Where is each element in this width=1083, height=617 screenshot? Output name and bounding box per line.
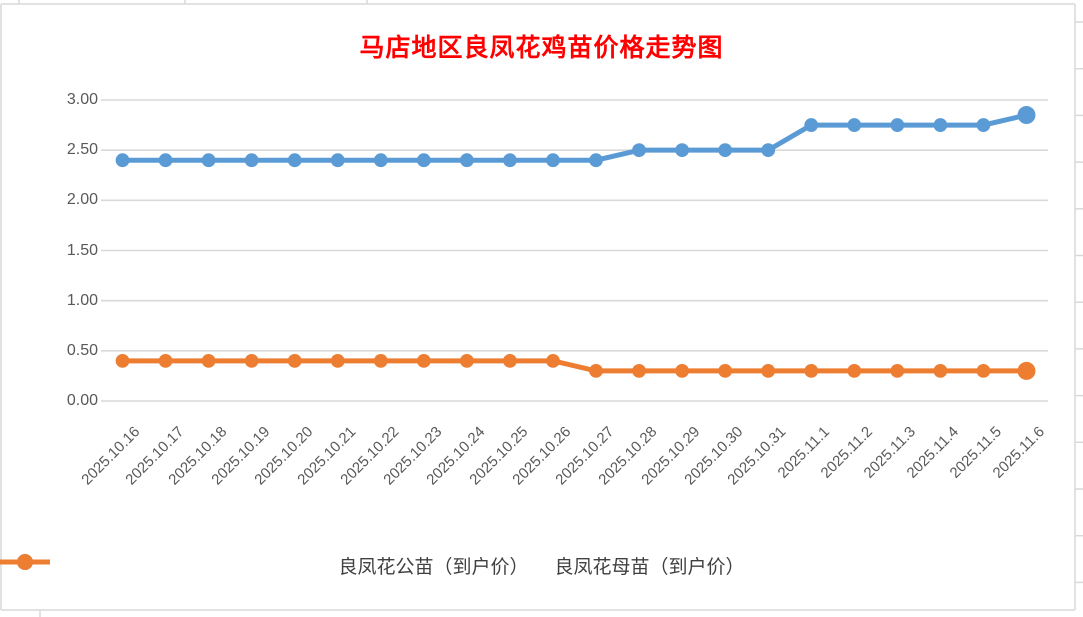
y-tick-label: 2.50 <box>66 141 98 159</box>
chart-title: 马店地区良凤花鸡苗价格走势图 <box>359 33 724 62</box>
chart-legend: 良凤花公苗（到户价） 良凤花母苗（到户价） <box>0 552 1083 579</box>
data-point <box>287 353 302 368</box>
data-point <box>503 353 517 368</box>
data-point <box>373 353 388 368</box>
data-point <box>761 143 776 158</box>
legend-item-1: 良凤花母苗（到户价） <box>0 552 745 579</box>
legend-label: 良凤花公苗（到户价） <box>338 556 529 578</box>
data-point <box>847 364 862 378</box>
data-point <box>373 153 388 168</box>
data-point <box>847 118 862 132</box>
y-tick-label: 3.00 <box>66 91 98 108</box>
data-point <box>158 153 173 168</box>
legend-marker-icon <box>0 554 50 570</box>
data-point <box>718 364 733 378</box>
data-point <box>1017 361 1036 380</box>
legend-label: 良凤花母苗（到户价） <box>554 556 745 578</box>
data-point <box>201 353 216 368</box>
data-point <box>416 153 431 168</box>
y-tick-label: 2.00 <box>66 191 98 209</box>
data-point <box>459 353 474 368</box>
data-point <box>976 118 991 132</box>
data-point <box>589 364 603 378</box>
data-point <box>589 153 603 168</box>
data-point <box>546 153 560 168</box>
data-point <box>201 153 216 168</box>
data-point <box>115 353 130 368</box>
data-point <box>1017 106 1036 125</box>
data-point <box>675 143 690 158</box>
data-point <box>546 353 560 368</box>
data-point <box>890 364 905 378</box>
data-point <box>503 153 517 168</box>
data-point <box>761 364 776 378</box>
data-point <box>632 364 646 378</box>
data-point <box>890 118 905 132</box>
data-point <box>675 364 690 378</box>
series-line-1 <box>122 358 1027 374</box>
data-point <box>976 364 991 378</box>
data-point <box>933 118 948 132</box>
data-point <box>287 153 302 168</box>
data-point <box>718 143 733 158</box>
data-point <box>330 153 345 168</box>
data-point <box>158 353 173 368</box>
data-point <box>330 353 345 368</box>
y-tick-label: 1.00 <box>66 291 98 309</box>
y-tick-label: 0.00 <box>66 392 98 409</box>
data-point <box>244 353 259 368</box>
data-point <box>804 118 819 132</box>
legend-item-0: 良凤花公苗（到户价） <box>0 552 529 579</box>
series-line-0 <box>122 112 1028 163</box>
data-point <box>632 143 646 158</box>
y-tick-label: 0.50 <box>66 341 98 359</box>
data-point <box>416 353 431 368</box>
data-point <box>115 153 130 168</box>
data-point <box>804 364 819 378</box>
data-point <box>459 153 474 168</box>
y-tick-label: 1.50 <box>66 241 98 259</box>
data-point <box>933 364 948 378</box>
data-point <box>244 153 259 168</box>
